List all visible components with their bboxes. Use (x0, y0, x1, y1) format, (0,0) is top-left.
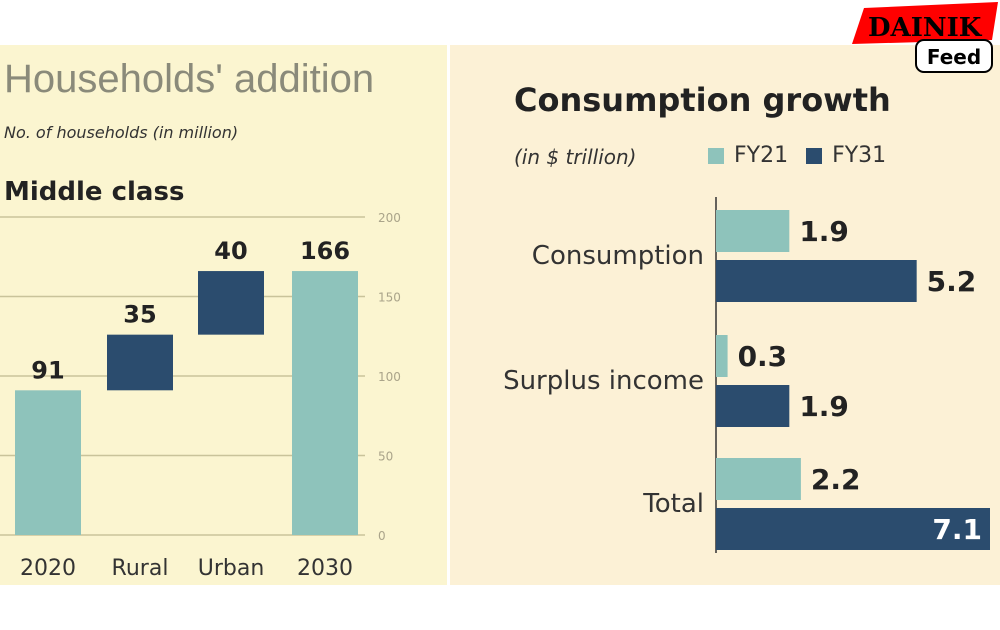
data-label: 40 (214, 237, 247, 265)
bar-urban (198, 271, 264, 335)
x-tick-label: Urban (198, 556, 265, 581)
bar-2030 (292, 271, 358, 535)
legend: FY21 FY31 (708, 143, 886, 168)
bar-fy21 (716, 458, 801, 500)
bar-fy21 (716, 335, 728, 377)
category-label: Total (642, 489, 704, 519)
data-label: 166 (300, 237, 350, 265)
svg-text:Feed: Feed (927, 45, 981, 69)
x-tick-label: 2020 (20, 556, 76, 581)
bar-fy31 (716, 260, 917, 302)
legend-label-fy21: FY21 (734, 143, 789, 168)
bar-fy31 (716, 508, 990, 550)
x-tick-label: 2030 (297, 556, 353, 581)
svg-text:DAINIK: DAINIK (868, 13, 983, 43)
data-label: 1.9 (799, 215, 849, 248)
unit-label: (in $ trillion) (514, 145, 637, 169)
consumption-panel: Consumption growth (in $ trillion) FY21 … (450, 45, 1000, 585)
y-tick-label: 200 (378, 211, 401, 225)
data-label: 5.2 (927, 265, 977, 298)
chart-title: Households' addition (4, 57, 375, 101)
households-panel: Households' addition No. of households (… (0, 45, 447, 585)
data-label: 2.2 (811, 463, 861, 496)
bar-fy31 (716, 385, 790, 427)
y-tick-label: 0 (378, 529, 386, 543)
hbar-chart: Consumption 1.9 5.2 Surplus income 0.3 1.9 Tot… (503, 197, 990, 553)
category-label: Consumption (532, 241, 704, 271)
bar-2020 (15, 390, 81, 535)
x-tick-label: Rural (112, 556, 169, 581)
data-label: 0.3 (738, 340, 788, 373)
dainik-feed-logo: DAINIK Feed (852, 0, 1000, 75)
y-tick-label: 150 (378, 291, 401, 305)
data-label: 91 (31, 356, 64, 384)
chart-subtitle: No. of households (in million) (4, 123, 239, 142)
bar-fy21 (716, 210, 790, 252)
section-title: Middle class (4, 177, 185, 207)
legend-swatch-fy21 (708, 147, 724, 164)
data-label: 35 (123, 301, 156, 329)
legend-label-fy31: FY31 (832, 143, 887, 168)
waterfall-chart: 0 50 100 150 200 91 2020 35 Rural 40 Urban 166 2030 (0, 211, 401, 581)
bar-rural (107, 334, 173, 391)
category-label: Surplus income (503, 366, 704, 396)
legend-swatch-fy31 (806, 147, 823, 164)
chart-title: Consumption growth (514, 81, 891, 119)
y-tick-label: 100 (378, 370, 401, 384)
data-label: 1.9 (799, 390, 849, 423)
data-label: 7.1 (932, 513, 982, 546)
y-tick-label: 50 (378, 450, 393, 464)
